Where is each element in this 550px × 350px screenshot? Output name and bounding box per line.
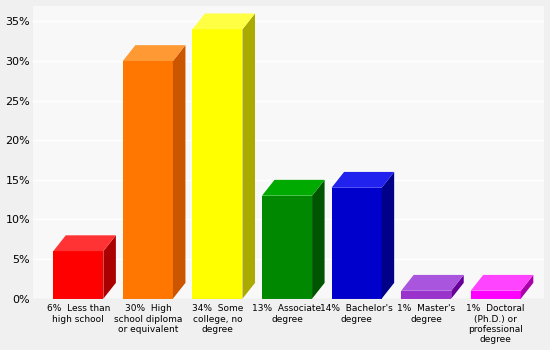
Polygon shape	[382, 172, 394, 299]
Polygon shape	[173, 45, 185, 299]
Polygon shape	[53, 251, 103, 299]
Polygon shape	[312, 180, 324, 299]
Polygon shape	[521, 275, 534, 299]
Polygon shape	[401, 291, 451, 299]
Polygon shape	[451, 275, 464, 299]
Polygon shape	[243, 14, 255, 299]
Polygon shape	[401, 275, 464, 291]
Polygon shape	[123, 61, 173, 299]
Polygon shape	[103, 235, 116, 299]
Polygon shape	[192, 14, 255, 29]
Polygon shape	[262, 180, 324, 196]
Polygon shape	[123, 45, 185, 61]
Polygon shape	[53, 235, 116, 251]
Polygon shape	[262, 196, 312, 299]
Polygon shape	[471, 275, 534, 291]
Polygon shape	[471, 291, 521, 299]
Polygon shape	[332, 188, 382, 299]
Polygon shape	[332, 172, 394, 188]
Polygon shape	[192, 29, 243, 299]
